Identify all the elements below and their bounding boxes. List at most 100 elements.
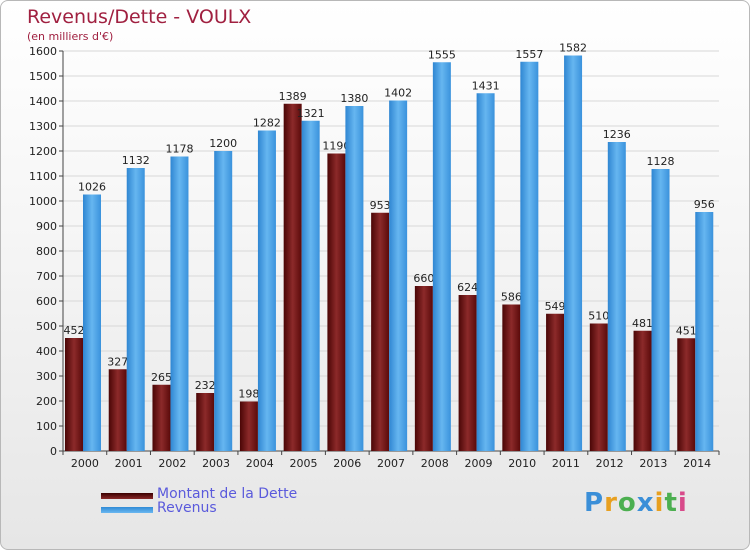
bar-revenue-2000 [83, 194, 101, 451]
value-label-revenue-2011: 1582 [559, 42, 587, 55]
x-tick-label: 2005 [290, 457, 318, 470]
bar-revenue-2001 [126, 168, 145, 451]
x-tick-label: 2013 [639, 457, 667, 470]
legend-label-debt: Montant de la Dette [157, 486, 298, 502]
value-label-revenue-2001: 1132 [122, 154, 150, 167]
legend-label-revenue: Revenus [157, 500, 217, 516]
bar-debt-2014 [677, 338, 696, 451]
x-tick-label: 2002 [158, 457, 186, 470]
y-tick-label: 900 [36, 220, 57, 233]
legend-swatch-debt [101, 493, 153, 499]
bar-debt-2004 [239, 401, 258, 451]
y-tick-label: 300 [36, 370, 57, 383]
value-label-debt-2006: 1190 [322, 140, 350, 153]
bar-debt-2013 [633, 330, 652, 451]
x-tick-label: 2012 [596, 457, 624, 470]
bar-revenue-2012 [607, 142, 626, 451]
y-tick-label: 200 [36, 395, 57, 408]
bar-debt-2005 [283, 103, 302, 451]
bar-revenue-2008 [432, 62, 451, 451]
x-tick-label: 2009 [464, 457, 492, 470]
y-tick-label: 1400 [29, 95, 57, 108]
value-label-debt-2014: 451 [676, 324, 697, 337]
value-label-debt-2004: 198 [238, 388, 259, 401]
bar-revenue-2006 [345, 106, 364, 451]
logo-letter: P [584, 488, 605, 518]
value-label-debt-2000: 452 [64, 324, 85, 337]
value-label-debt-2005: 1389 [279, 90, 307, 103]
x-tick-label: 2011 [552, 457, 580, 470]
x-tick-label: 2003 [202, 457, 230, 470]
bar-revenue-2007 [389, 100, 408, 451]
y-tick-label: 800 [36, 245, 57, 258]
y-tick-label: 1500 [29, 70, 57, 83]
bar-debt-2001 [108, 369, 127, 451]
x-tick-label: 2007 [377, 457, 405, 470]
x-tick-label: 2006 [333, 457, 361, 470]
bar-debt-2002 [152, 384, 171, 451]
value-label-revenue-2010: 1557 [515, 48, 543, 61]
y-tick-label: 1300 [29, 120, 57, 133]
chart-subtitle: (en milliers d'€) [27, 30, 114, 43]
bar-revenue-2002 [170, 156, 189, 451]
value-label-revenue-2013: 1128 [647, 155, 675, 168]
logo-letter: o [617, 488, 637, 518]
bar-debt-2000 [65, 338, 83, 451]
bar-revenue-2014 [695, 212, 714, 451]
value-label-revenue-2005: 1321 [297, 107, 325, 120]
y-tick-label: 0 [50, 445, 57, 458]
value-label-revenue-2003: 1200 [209, 137, 237, 150]
value-label-debt-2002: 265 [151, 371, 172, 384]
value-label-revenue-2004: 1282 [253, 117, 281, 130]
y-tick-label: 700 [36, 270, 57, 283]
bar-debt-2010 [502, 304, 521, 451]
bar-revenue-2003 [214, 151, 233, 451]
bar-debt-2008 [414, 286, 433, 451]
logo-letter: t [664, 488, 678, 518]
logo-letter: i [677, 488, 688, 518]
legend-swatch-revenue [101, 507, 153, 513]
bar-debt-2009 [458, 295, 477, 451]
proxiti-logo: Proxiti [584, 488, 688, 518]
bar-debt-2012 [589, 323, 608, 451]
value-label-debt-2011: 549 [545, 300, 566, 313]
value-label-revenue-2000: 1026 [78, 181, 106, 194]
value-label-debt-2009: 624 [457, 281, 478, 294]
value-label-revenue-2012: 1236 [603, 128, 631, 141]
logo-letter: x [636, 488, 655, 518]
x-tick-label: 2014 [683, 457, 711, 470]
x-tick-label: 2004 [246, 457, 274, 470]
bar-debt-2006 [327, 153, 346, 451]
value-label-revenue-2002: 1178 [165, 143, 193, 156]
y-tick-label: 400 [36, 345, 57, 358]
value-label-debt-2001: 327 [107, 355, 128, 368]
value-label-debt-2008: 660 [413, 272, 434, 285]
value-label-debt-2003: 232 [195, 379, 216, 392]
bar-revenue-2009 [476, 93, 495, 451]
x-tick-label: 2008 [421, 457, 449, 470]
value-label-revenue-2009: 1431 [472, 79, 500, 92]
y-tick-label: 1600 [29, 45, 57, 58]
logo-letter: r [604, 488, 618, 518]
bar-revenue-2011 [564, 55, 583, 451]
value-label-debt-2013: 481 [632, 317, 653, 330]
bar-revenue-2010 [520, 61, 539, 451]
value-label-revenue-2006: 1380 [340, 92, 368, 105]
y-tick-label: 600 [36, 295, 57, 308]
y-tick-label: 1100 [29, 170, 57, 183]
x-tick-label: 2000 [71, 457, 99, 470]
value-label-revenue-2008: 1555 [428, 48, 456, 61]
bar-debt-2003 [196, 393, 215, 451]
logo-letter: i [654, 488, 665, 518]
x-tick-label: 2010 [508, 457, 536, 470]
y-tick-label: 100 [36, 420, 57, 433]
x-tick-label: 2001 [115, 457, 143, 470]
bar-revenue-2005 [301, 120, 320, 451]
value-label-debt-2010: 586 [501, 291, 522, 304]
bar-debt-2011 [546, 313, 565, 451]
y-tick-label: 1200 [29, 145, 57, 158]
y-tick-label: 500 [36, 320, 57, 333]
value-label-debt-2007: 953 [370, 199, 391, 212]
